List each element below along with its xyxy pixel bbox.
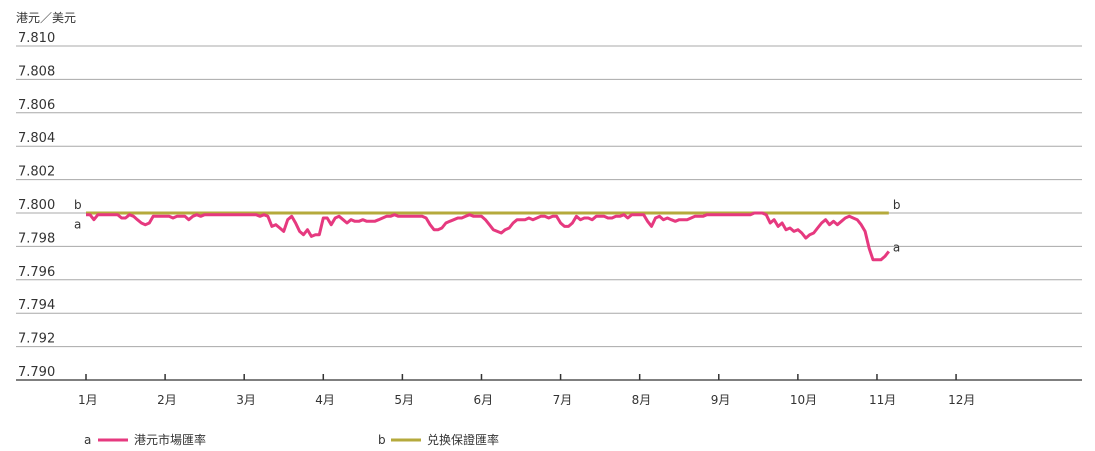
legend-item-b: b 兑换保證匯率 (378, 432, 499, 447)
x-tick-label: 8月 (632, 393, 652, 407)
legend-label-b: 兑换保證匯率 (427, 432, 499, 447)
series-line-a (86, 211, 890, 262)
y-tick-label: 7.808 (18, 64, 55, 79)
y-tick-label: 7.810 (18, 31, 55, 46)
y-tick-label: 7.804 (18, 131, 55, 146)
x-tick-label: 12月 (948, 393, 975, 407)
y-axis-tick-labels: 7.810 7.808 7.806 7.804 7.802 7.800 7.798 7.796… (18, 31, 55, 380)
x-axis: 1月 2月 3月 4月 5月 6月 7月 8月 9月 10月 11月 12月 (16, 374, 1082, 407)
series-end-label-b: b (893, 198, 901, 212)
x-tick-label: 5月 (394, 393, 414, 407)
legend-item-a: a 港元市場匯率 (84, 432, 206, 447)
series-start-label-a: a (74, 218, 81, 232)
x-tick-label: 4月 (315, 393, 335, 407)
y-tick-label: 7.794 (18, 298, 55, 313)
x-tick-label: 1月 (78, 393, 98, 407)
y-tick-label: 7.796 (18, 265, 55, 280)
series-layer (86, 211, 890, 262)
y-tick-label: 7.792 (18, 332, 55, 347)
x-tick-label: 6月 (473, 393, 493, 407)
legend-label-a: 港元市場匯率 (134, 432, 206, 447)
x-tick-label: 10月 (790, 393, 817, 407)
x-tick-label: 7月 (553, 393, 573, 407)
x-tick-label: 3月 (236, 393, 256, 407)
y-tick-label: 7.798 (18, 231, 55, 246)
x-tick-label: 9月 (711, 393, 731, 407)
y-axis-unit-label: 港元／美元 (16, 11, 76, 25)
series-end-labels: b baa (74, 198, 900, 254)
legend-key-a: a (84, 433, 91, 447)
legend: a 港元市場匯率 b 兑换保證匯率 (84, 432, 499, 447)
series-end-label-a: a (893, 240, 900, 254)
y-tick-label: 7.802 (18, 165, 55, 180)
x-tick-label: 2月 (157, 393, 177, 407)
y-tick-label: 7.800 (18, 198, 55, 213)
gridlines (16, 45, 1082, 348)
y-tick-label: 7.790 (18, 365, 55, 380)
legend-key-b: b (378, 433, 386, 447)
x-tick-label: 11月 (869, 393, 896, 407)
y-tick-label: 7.806 (18, 98, 55, 113)
series-start-label-b: b (74, 198, 82, 212)
